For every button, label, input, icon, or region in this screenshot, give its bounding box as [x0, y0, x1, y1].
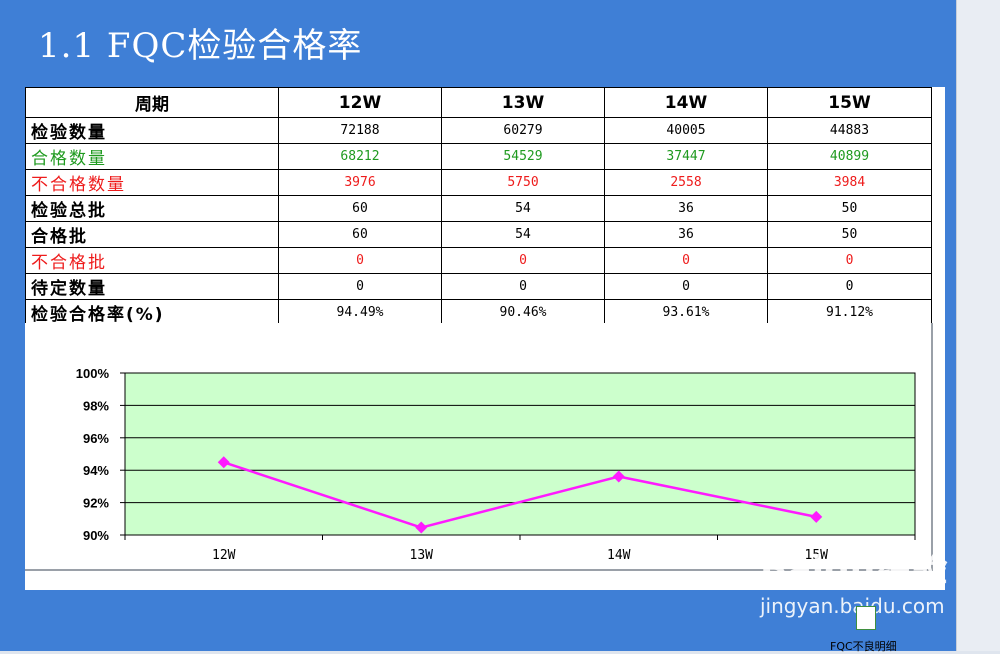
table-cell: 60	[278, 195, 442, 222]
table-cell: 94.49%	[278, 299, 442, 326]
row-label: 检验数量	[25, 117, 279, 144]
row-label: 检验总批	[25, 195, 279, 222]
table-cell: 60279	[441, 117, 605, 144]
slide-content: 周期 12W 13W 14W 15W 检验数量 72188 60279 4000…	[25, 87, 945, 590]
header-cell: 14W	[604, 87, 768, 118]
table-cell: 54	[441, 195, 605, 222]
table-cell: 50	[767, 221, 932, 248]
y-tick-label: 100%	[76, 366, 110, 381]
pass-rate-line-chart: 90% 92% 94% 96% 98% 100% 12W 13W 14W 15W	[76, 366, 916, 563]
table-cell: 0	[767, 247, 932, 274]
plot-area	[124, 372, 916, 536]
baidu-watermark: Baidu经验 jingyan.baidu.com	[760, 540, 947, 618]
header-cell: 13W	[441, 87, 605, 118]
file-label[interactable]: FQC不良明细	[830, 640, 897, 653]
x-tick-label: 13W	[410, 548, 434, 563]
fqc-data-table: 周期 12W 13W 14W 15W 检验数量 72188 60279 4000…	[25, 87, 932, 326]
data-point-marker	[612, 470, 625, 483]
table-row: 合格数量 68212 54529 37447 40899	[25, 143, 932, 170]
table-cell: 68212	[278, 143, 442, 170]
table-row: 检验合格率(%) 94.49% 90.46% 93.61% 91.12%	[25, 299, 932, 326]
table-cell: 54	[441, 221, 605, 248]
table-cell: 50	[767, 195, 932, 222]
table-cell: 44883	[767, 117, 932, 144]
table-cell: 0	[441, 247, 605, 274]
data-point-marker	[217, 456, 230, 469]
table-row: 待定数量 0 0 0 0	[25, 273, 932, 300]
table-row: 检验总批 60 54 36 50	[25, 195, 932, 222]
row-label: 待定数量	[25, 273, 279, 300]
row-label: 合格数量	[25, 143, 279, 170]
row-label: 不合格数量	[25, 169, 279, 196]
table-cell: 0	[441, 273, 605, 300]
table-cell: 40899	[767, 143, 932, 170]
y-tick-label: 96%	[83, 431, 109, 446]
header-cell: 15W	[767, 87, 932, 118]
table-cell: 60	[278, 221, 442, 248]
table-cell: 0	[604, 273, 768, 300]
table-cell: 0	[604, 247, 768, 274]
y-tick-label: 98%	[83, 398, 109, 413]
chart-container: 90% 92% 94% 96% 98% 100% 12W 13W 14W 15W	[25, 323, 933, 571]
right-side-panel	[956, 0, 1000, 651]
table-cell: 2558	[604, 169, 768, 196]
row-label: 合格批	[25, 221, 279, 248]
table-header-row: 周期 12W 13W 14W 15W	[25, 87, 932, 118]
table-row: 合格批 60 54 36 50	[25, 221, 932, 248]
table-cell: 3976	[278, 169, 442, 196]
table-cell: 0	[278, 273, 442, 300]
table-row: 检验数量 72188 60279 40005 44883	[25, 117, 932, 144]
series-line	[223, 461, 817, 529]
table-cell: 0	[278, 247, 442, 274]
excel-file-icon[interactable]	[856, 606, 876, 630]
table-cell: 5750	[441, 169, 605, 196]
table-cell: 0	[767, 273, 932, 300]
table-cell: 90.46%	[441, 299, 605, 326]
row-label: 不合格批	[25, 247, 279, 274]
row-label: 检验合格率(%)	[25, 299, 279, 326]
table-row: 不合格数量 3976 5750 2558 3984	[25, 169, 932, 196]
table-cell: 36	[604, 195, 768, 222]
data-point-marker	[810, 510, 823, 523]
header-cell: 周期	[25, 87, 279, 118]
table-cell: 93.61%	[604, 299, 768, 326]
x-tick-label: 12W	[212, 548, 236, 563]
slide: 1.1 FQC检验合格率 周期 12W 13W 14W 15W 检验数量 721…	[0, 0, 956, 653]
table-cell: 54529	[441, 143, 605, 170]
table-cell: 40005	[604, 117, 768, 144]
slide-title: 1.1 FQC检验合格率	[38, 26, 363, 66]
x-tick-label: 15W	[805, 548, 829, 563]
data-point-marker	[415, 521, 428, 534]
table-cell: 36	[604, 221, 768, 248]
table-row: 不合格批 0 0 0 0	[25, 247, 932, 274]
y-tick-label: 92%	[83, 496, 109, 511]
watermark-url: jingyan.baidu.com	[760, 594, 945, 618]
table-cell: 91.12%	[767, 299, 932, 326]
table-cell: 37447	[604, 143, 768, 170]
x-tick-label: 14W	[607, 548, 631, 563]
watermark-logo: Baidu经验	[760, 549, 948, 590]
y-tick-label: 90%	[83, 528, 109, 543]
table-cell: 72188	[278, 117, 442, 144]
y-tick-label: 94%	[83, 463, 109, 478]
table-cell: 3984	[767, 169, 932, 196]
header-cell: 12W	[278, 87, 442, 118]
